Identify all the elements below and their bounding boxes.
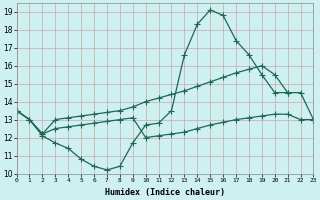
X-axis label: Humidex (Indice chaleur): Humidex (Indice chaleur)	[105, 188, 225, 197]
